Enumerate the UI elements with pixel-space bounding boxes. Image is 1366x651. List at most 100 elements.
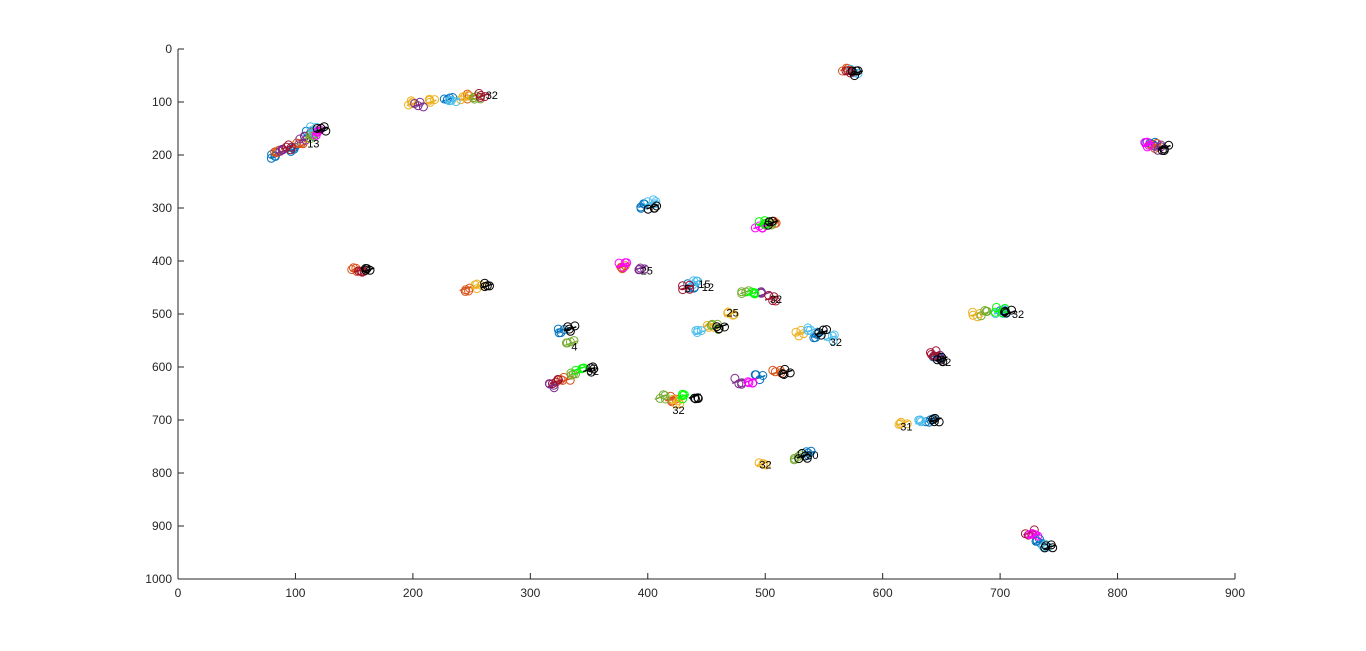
point-label: 32 [759, 460, 771, 472]
track-segment [688, 279, 702, 285]
data-point [1159, 146, 1169, 155]
y-tick-label: 800 [152, 466, 172, 480]
track-segment [744, 377, 758, 384]
data-point [678, 285, 688, 295]
data-point [1140, 138, 1150, 147]
data-point [1164, 140, 1174, 150]
data-point [1142, 142, 1152, 152]
track-segment [654, 394, 667, 400]
data-point [829, 330, 839, 340]
track-segment [929, 417, 942, 423]
x-tick-label: 400 [638, 586, 658, 600]
data-point [424, 94, 434, 104]
track-segment [993, 309, 1007, 315]
track-segment [646, 204, 659, 210]
data-point [806, 446, 816, 456]
data-point [564, 324, 574, 334]
data-point [281, 142, 291, 152]
track-segment [477, 92, 490, 99]
point-label: 30 [806, 450, 818, 462]
data-point [1007, 305, 1016, 315]
y-tick-label: 500 [152, 307, 172, 321]
data-point [545, 379, 555, 389]
data-point [902, 419, 912, 429]
data-point [635, 263, 645, 273]
track-segment [1043, 544, 1056, 550]
y-tick-label: 600 [152, 360, 172, 374]
data-point [312, 124, 322, 133]
track-segment [693, 329, 706, 336]
data-point [728, 310, 738, 320]
track-segment [1141, 141, 1155, 148]
data-point [548, 379, 557, 389]
point-label: 32 [587, 366, 599, 378]
track-segment [565, 340, 578, 346]
x-axis-ticks: 0 100 200 300 400 500 600 700 800 900 [175, 573, 1245, 600]
data-point [475, 92, 485, 102]
data-point [827, 331, 837, 341]
data-point [693, 393, 703, 403]
track-segment [615, 262, 629, 268]
y-tick-label: 200 [152, 148, 172, 162]
track-segment [353, 267, 367, 273]
point-label: 25 [727, 307, 739, 319]
data-point [1153, 145, 1163, 155]
track-segment [805, 327, 819, 333]
track-segment [634, 265, 647, 271]
track-segment [676, 393, 690, 399]
data-point [321, 126, 331, 136]
track-segment [766, 220, 779, 226]
data-points-layer [266, 63, 1174, 553]
track-segment [850, 70, 864, 76]
track-segment [315, 126, 328, 133]
data-point [693, 325, 703, 335]
y-tick-label: 1000 [145, 572, 172, 586]
data-point [758, 371, 768, 380]
track-segment [424, 99, 437, 105]
data-point [685, 280, 694, 290]
data-point [678, 394, 688, 404]
track-segment [915, 419, 928, 425]
data-point [778, 369, 788, 379]
point-label: 25 [641, 266, 653, 278]
y-tick-label: 100 [152, 95, 172, 109]
data-point [658, 390, 668, 400]
x-tick-label: 700 [990, 586, 1010, 600]
track-segment [362, 267, 375, 273]
track-segment [815, 329, 828, 336]
track-segment [447, 97, 461, 104]
track-segment [582, 366, 596, 373]
point-label: 12 [702, 282, 714, 294]
data-point [768, 296, 778, 306]
track-segment [280, 144, 294, 150]
data-point [1000, 306, 1010, 316]
data-point [652, 201, 662, 211]
track-segment [549, 379, 563, 385]
data-point [688, 280, 698, 290]
data-point [553, 324, 563, 334]
track-segment [1032, 539, 1046, 545]
data-point [685, 284, 695, 294]
data-point [750, 288, 759, 298]
x-tick-label: 800 [1108, 586, 1128, 600]
track-segment [480, 283, 494, 289]
data-point [714, 324, 724, 334]
data-point [750, 223, 760, 233]
data-point [570, 321, 580, 331]
point-label: 5 [684, 284, 690, 296]
point-label: 32 [486, 90, 498, 102]
data-point [1046, 540, 1056, 550]
data-point [779, 370, 789, 379]
data-point [734, 379, 744, 389]
data-point [801, 447, 811, 457]
data-point [754, 217, 764, 227]
track-segment [780, 369, 793, 376]
track-segment [731, 378, 745, 385]
point-label: 31 [900, 421, 912, 433]
data-point [990, 307, 1000, 317]
data-point [795, 450, 805, 460]
track-segment [979, 310, 993, 316]
